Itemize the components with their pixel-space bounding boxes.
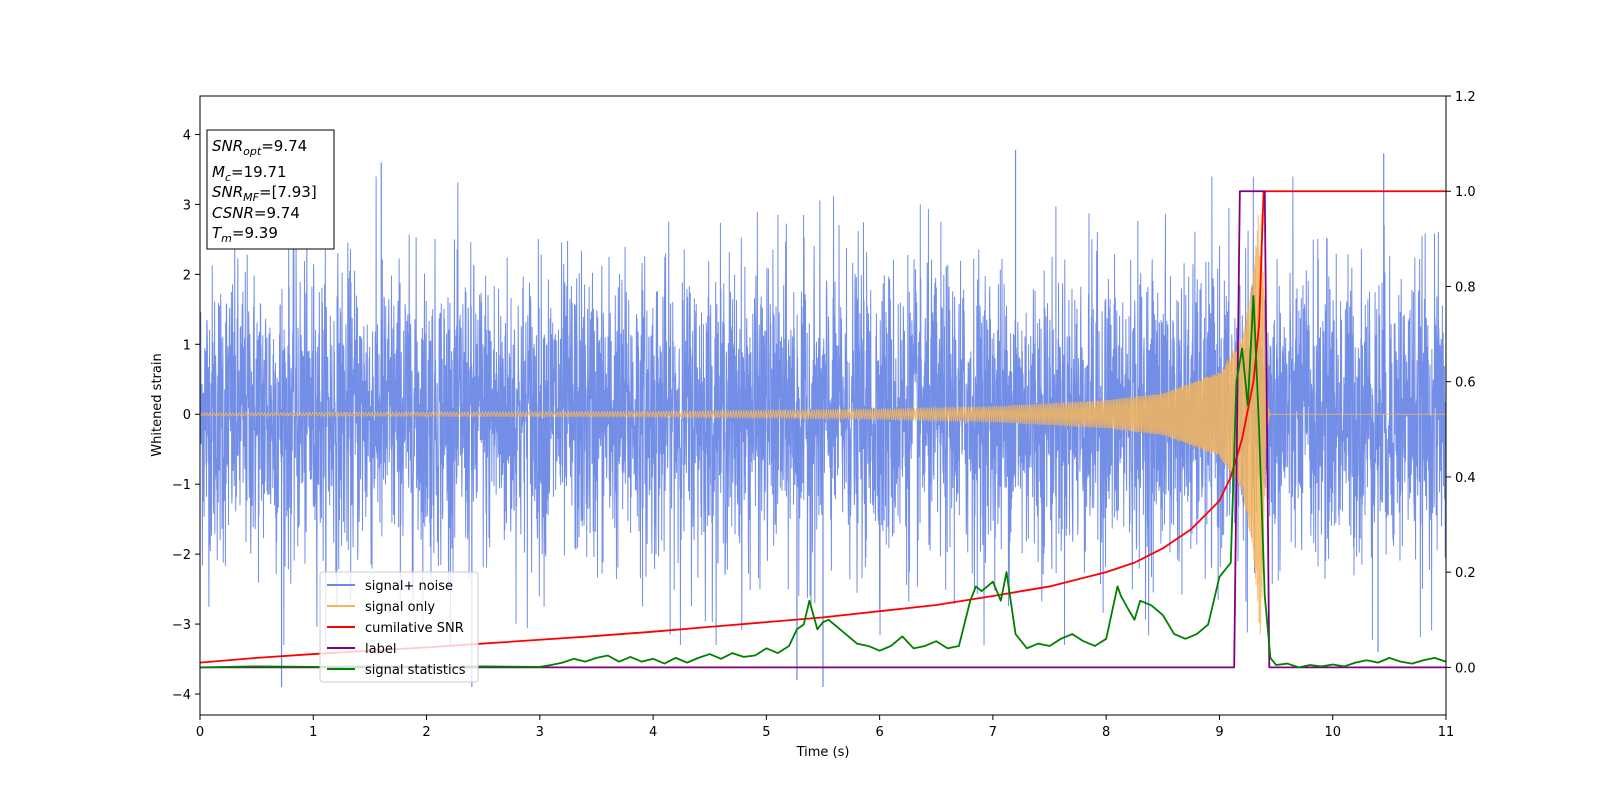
legend-label-stats: signal statistics (365, 663, 466, 678)
y-axis-left: −4 −3 −2 −1 0 1 2 3 4 (172, 128, 200, 703)
legend-label-csnr: cumilative SNR (365, 621, 464, 636)
x-tick-label: 3 (536, 725, 544, 740)
plot-frame (199, 95, 1447, 716)
y-left-tick-label: 1 (183, 338, 191, 353)
y-left-tick-label: 0 (183, 408, 191, 423)
legend-frame (319, 571, 479, 683)
y-right-tick-label: 0.0 (1455, 661, 1476, 676)
y-axis-label: Whitened strain (150, 353, 165, 456)
info-box: SNRopt=9.74 Mc=19.71 SNRMF=[7.93] CSNR=9… (206, 129, 335, 250)
y-right-tick-label: 0.6 (1455, 376, 1476, 391)
x-tick-label: 10 (1324, 725, 1341, 740)
info-snr-opt: SNRopt=9.74 (212, 137, 307, 158)
series-stats-line (200, 295, 1446, 669)
y-right-tick-label: 1.2 (1455, 90, 1476, 105)
y-left-tick-label: −4 (172, 688, 191, 703)
y-axis-right: 0.0 0.2 0.4 0.6 0.8 1.0 1.2 (1446, 90, 1476, 676)
y-left-tick-label: 2 (183, 268, 191, 283)
x-tick-label: 1 (309, 725, 317, 740)
x-tick-label: 8 (1102, 725, 1110, 740)
y-right-tick-label: 0.4 (1455, 471, 1476, 486)
x-tick-label: 4 (649, 725, 657, 740)
x-tick-label: 5 (762, 725, 770, 740)
x-axis-label: Time (s) (796, 745, 850, 760)
x-tick-label: 11 (1438, 725, 1455, 740)
info-merger-time: Tm=9.39 (212, 224, 278, 245)
legend-label-label: label (365, 642, 396, 657)
y-right-tick-label: 0.8 (1455, 280, 1476, 295)
info-csnr: CSNR=9.74 (212, 204, 300, 222)
y-right-tick-label: 1.0 (1455, 185, 1476, 200)
series-signal-line (200, 213, 1446, 634)
y-left-tick-label: −3 (172, 618, 191, 633)
x-tick-label: 9 (1215, 725, 1223, 740)
x-tick-label: 7 (989, 725, 997, 740)
info-snr-mf: SNRMF=[7.93] (212, 183, 317, 204)
x-axis: 0 1 2 3 4 5 6 7 8 9 10 11 (196, 715, 1454, 740)
legend-label-signal: signal only (365, 600, 435, 615)
y-right-tick-label: 0.2 (1455, 566, 1476, 581)
y-left-tick-label: −1 (172, 478, 191, 493)
x-tick-label: 0 (196, 725, 204, 740)
x-tick-label: 6 (875, 725, 883, 740)
x-tick-label: 2 (422, 725, 430, 740)
info-box-frame (206, 129, 335, 250)
legend-label-noise: signal+ noise (365, 579, 453, 594)
info-chirp-mass: Mc=19.71 (212, 163, 287, 184)
legend: signal+ noise signal only cumilative SNR… (319, 571, 479, 683)
y-left-tick-label: −2 (172, 548, 191, 563)
y-left-tick-label: 3 (183, 198, 191, 213)
y-left-tick-label: 4 (183, 128, 191, 143)
